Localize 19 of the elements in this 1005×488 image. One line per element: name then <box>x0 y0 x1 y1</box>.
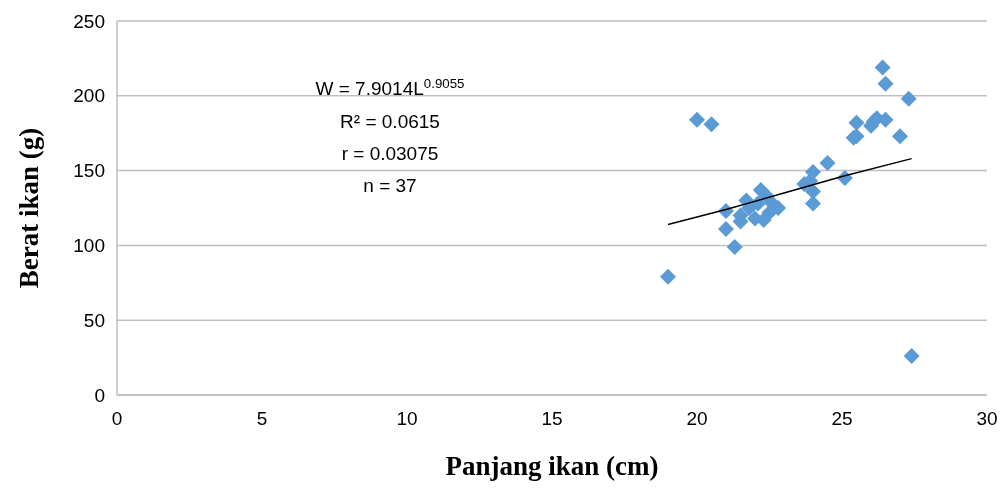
x-tick-label: 30 <box>976 408 998 429</box>
y-tick-label: 150 <box>73 160 105 182</box>
x-tick-label: 15 <box>541 408 563 429</box>
x-tick-label: 10 <box>396 408 418 429</box>
y-tick-label: 250 <box>73 10 105 32</box>
annotation: r = 0.03075 <box>341 143 439 164</box>
x-tick-label: 5 <box>256 408 268 429</box>
y-tick-label: 50 <box>83 309 105 331</box>
y-tick-label: 200 <box>73 85 105 107</box>
annotation: n = 37 <box>363 175 417 196</box>
y-tick-label: 0 <box>94 384 105 406</box>
annotation: R² = 0.0615 <box>340 111 440 132</box>
annotation: W = 7.9014L$^{0.9055}$ <box>315 75 465 99</box>
x-tick-label: 20 <box>686 408 708 429</box>
y-tick-label: 100 <box>73 235 105 257</box>
y-axis-title: Berat ikan (g) <box>14 127 44 289</box>
x-tick-label: 0 <box>111 408 123 429</box>
x-axis-title: Panjang ikan (cm) <box>445 451 659 481</box>
x-tick-label: 25 <box>831 408 853 429</box>
